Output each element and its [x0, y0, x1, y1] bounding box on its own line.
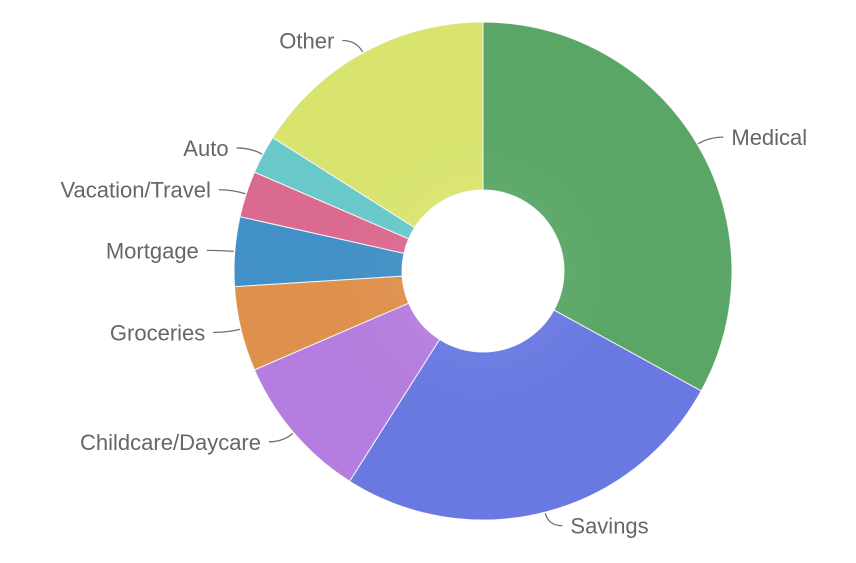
leader-line-vacation-travel — [218, 189, 246, 195]
slice-label-vacation-travel: Vacation/Travel — [60, 178, 210, 203]
slice-label-groceries: Groceries — [110, 320, 205, 345]
leader-line-auto — [236, 147, 263, 155]
leader-line-childcare-daycare — [269, 432, 294, 443]
slice-label-savings: Savings — [570, 514, 648, 539]
slice-label-medical: Medical — [731, 125, 807, 150]
slice-labels-group: Medical Savings Childcare/Daycare Groceries… — [60, 29, 807, 539]
slice-label-childcare-daycare: Childcare/Daycare — [80, 430, 261, 455]
slices-group — [233, 21, 733, 521]
leader-line-mortgage — [206, 249, 234, 253]
leader-line-savings — [544, 512, 563, 527]
leader-line-medical — [697, 136, 724, 145]
slice-label-other: Other — [279, 29, 334, 54]
leader-line-groceries — [213, 328, 241, 334]
leader-lines-group — [206, 39, 724, 527]
leader-line-other — [342, 39, 364, 53]
slice-label-mortgage: Mortgage — [106, 238, 199, 263]
slice-medical[interactable] — [482, 21, 733, 392]
slice-label-auto: Auto — [183, 136, 228, 161]
